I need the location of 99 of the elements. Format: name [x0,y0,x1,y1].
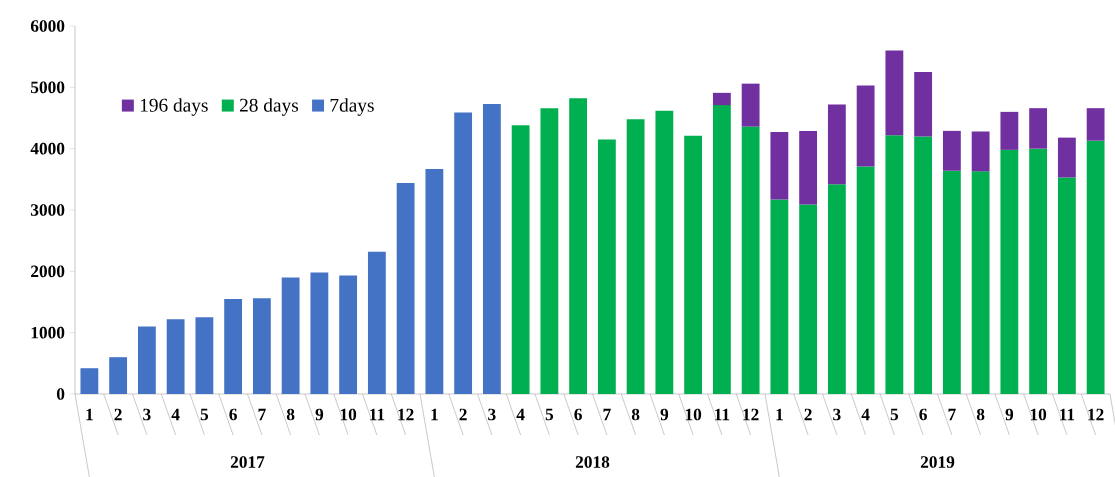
x-tick-label: 2 [459,408,467,421]
bar [281,277,300,394]
x-tick-label: 6 [919,408,927,421]
bar [827,104,846,185]
bar [137,326,156,394]
bar [310,272,329,394]
bar [195,317,214,394]
x-tick-label: 1 [431,408,438,421]
x-tick-label: 10 [340,408,357,421]
bar [367,251,386,394]
x-tick-label: 4 [171,408,180,421]
bar [109,357,128,394]
bar [482,103,501,394]
x-tick-label: 6 [574,408,582,421]
bar [540,108,559,394]
legend-label: 28 days [239,98,299,116]
x-tick-label: 1 [86,408,93,421]
x-tick-label: 8 [286,408,295,421]
x-tick-label: 9 [315,408,324,421]
x-tick-label: 11 [1060,408,1075,421]
bar [942,130,961,171]
bar [914,136,933,394]
bar [425,168,444,394]
x-tick-label: 7 [948,408,956,421]
bar [454,112,473,394]
bar [655,110,674,394]
x-tick-label: 11 [370,408,385,421]
x-tick-label: 4 [861,408,870,421]
bar [741,83,760,127]
x-tick-label: 9 [660,408,669,421]
bar [712,92,731,106]
bar [1000,149,1019,394]
x-tick-label: 12 [398,408,414,421]
x-tick-label: 4 [516,408,525,421]
x-tick-label: 5 [890,408,899,421]
bar [684,135,703,394]
x-tick-label: 2 [114,408,122,421]
bar [511,125,530,394]
bar [224,298,243,394]
bar [1029,108,1048,149]
x-tick-label: 7 [258,408,266,421]
bar [799,204,818,394]
bar [799,130,818,205]
bar [1057,177,1076,394]
legend-label: 7days [330,98,374,116]
bar [1086,140,1105,394]
bar [1057,137,1076,178]
bar [856,166,875,394]
y-tick-label: 1000 [31,326,65,339]
bar [741,126,760,394]
bar [885,135,904,394]
bar [712,105,731,394]
x-tick-label: 10 [1030,408,1047,421]
bar [80,368,99,394]
x-tick-label: 8 [976,408,985,421]
y-tick-label: 2000 [31,265,65,278]
x-tick-label: 9 [1005,408,1014,421]
y-tick-label: 3000 [30,204,65,216]
x-tick-label: 6 [229,408,237,421]
x-tick-label: 12 [1088,408,1104,421]
x-tick-label: 1 [776,408,783,421]
bar [1086,108,1105,141]
x-tick-label: 3 [143,408,151,421]
bar [770,132,789,200]
bar [166,319,185,394]
bar [1029,148,1048,394]
y-tick-label: 0 [56,388,65,400]
text: 2018 [575,456,610,468]
bar [396,183,415,394]
bar [942,170,961,394]
y-tick-label: 6000 [30,20,65,32]
bar [339,275,358,394]
bar [827,184,846,394]
x-tick-label: 12 [743,408,759,421]
x-tick-label: 5 [200,408,209,421]
legend-label: 196 days [140,98,208,116]
bar [770,199,789,394]
bar [856,85,875,167]
bar [626,119,645,394]
y-tick-label: 4000 [30,142,65,155]
x-tick-label: 8 [631,408,640,421]
x-tick-label: 10 [685,408,702,421]
text: 2017 [230,456,265,468]
bar [914,72,933,137]
x-tick-label: 2 [804,408,812,421]
bar [569,98,588,394]
bar [885,50,904,136]
x-tick-label: 11 [715,408,730,421]
bar [971,171,990,394]
bar [1000,111,1019,150]
text: 2019 [920,456,955,468]
x-tick-label: 3 [833,408,841,421]
x-tick-label: 5 [545,408,554,421]
bar [597,139,616,394]
bar [252,298,271,394]
x-tick-label: 7 [603,408,611,421]
y-tick-label: 5000 [30,81,65,94]
x-tick-label: 3 [488,408,496,421]
bar [971,131,990,172]
